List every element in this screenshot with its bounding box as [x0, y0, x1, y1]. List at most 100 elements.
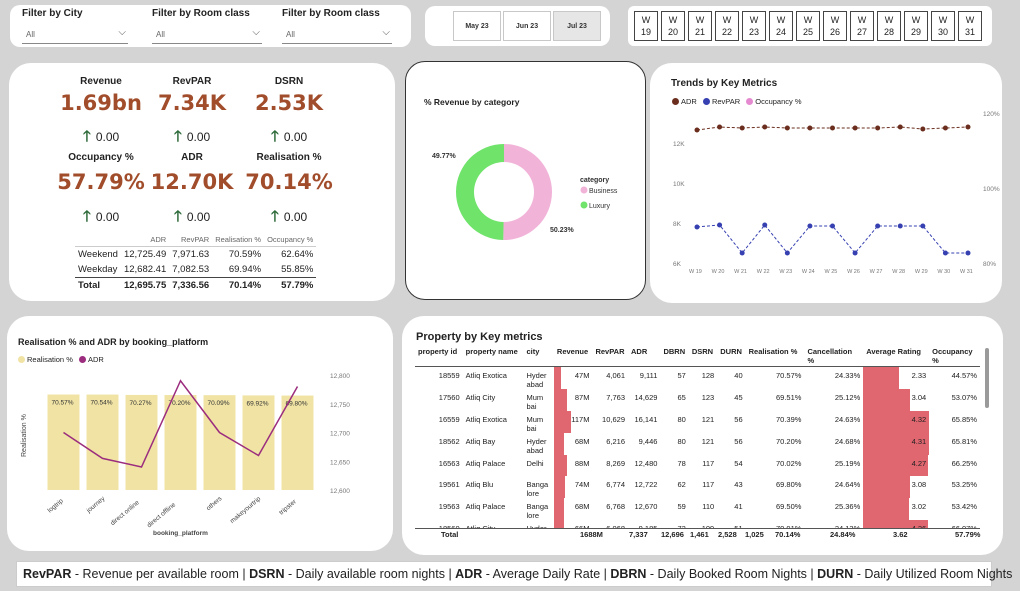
week-button[interactable]: W 30: [931, 11, 955, 41]
series-point[interactable]: [852, 250, 858, 256]
room-class-filter-1[interactable]: Filter by Room class All ⌵: [152, 8, 264, 44]
series-point[interactable]: [897, 223, 903, 229]
series-point[interactable]: [830, 223, 835, 229]
bar-realisation[interactable]: [242, 395, 275, 490]
table-header[interactable]: DBRN: [663, 347, 686, 356]
donut-slice-business[interactable]: [503, 144, 552, 240]
bar-realisation[interactable]: [281, 395, 314, 490]
week-button[interactable]: W 22: [715, 11, 739, 41]
table-row[interactable]: 18559 Atliq Exotica Hyder abad 47M 4,061 9,11…: [415, 366, 980, 389]
city-filter-select[interactable]: All ⌵: [22, 26, 128, 44]
week-button[interactable]: W 29: [904, 11, 928, 41]
table-cell: 57.79%: [264, 277, 317, 293]
table-cell: 47M: [553, 366, 593, 389]
table-header[interactable]: Revenue: [556, 347, 589, 356]
series-point[interactable]: [942, 250, 948, 256]
city-filter[interactable]: Filter by City All ⌵: [22, 8, 130, 44]
month-jun-23[interactable]: Jun 23: [503, 11, 551, 41]
series-point[interactable]: [717, 124, 723, 130]
table-header[interactable]: Realisation %: [748, 347, 798, 356]
week-button[interactable]: W 28: [877, 11, 901, 41]
month-may-23[interactable]: May 23: [453, 11, 501, 41]
table-header[interactable]: DURN: [720, 347, 742, 356]
table-row[interactable]: 17560 Atliq City Mum bai 87M 7,763 14,629 65 12…: [415, 389, 980, 411]
table-row[interactable]: 19561 Atliq Blu Banga lore 74M 6,774 12,722 62…: [415, 476, 980, 498]
table-header[interactable]: ADR: [631, 347, 648, 356]
table-cell: 87M: [553, 389, 593, 411]
table-row[interactable]: 16559 Atliq Exotica Mum bai 117M 10,629 16,14…: [415, 411, 980, 433]
series-point[interactable]: [784, 125, 790, 131]
x-tick-label: direct online: [109, 499, 141, 527]
series-point[interactable]: [717, 222, 723, 228]
kpi-delta-value: 0.00: [186, 130, 211, 144]
series-point[interactable]: [807, 223, 813, 229]
table-cell: Weekend: [78, 249, 118, 260]
rating-value: 2.33: [911, 371, 927, 380]
series-point[interactable]: [762, 222, 768, 228]
week-button[interactable]: W 26: [823, 11, 847, 41]
table-row[interactable]: 19563 Atliq Palace Banga lore 68M 6,768 12,67…: [415, 498, 980, 520]
table-row[interactable]: 16563 Atliq Palace Delhi 88M 8,269 12,480 78 11…: [415, 455, 980, 476]
week-button[interactable]: W 19: [634, 11, 658, 41]
legend-dot: [580, 201, 588, 209]
series-point[interactable]: [875, 125, 881, 131]
series-point[interactable]: [739, 250, 745, 256]
table-cell: Atliq Palace: [465, 502, 506, 511]
x-tick-label: W 30: [937, 269, 950, 275]
series-point[interactable]: [920, 126, 926, 132]
week-button[interactable]: W 24: [769, 11, 793, 41]
week-button[interactable]: W 25: [796, 11, 820, 41]
table-header[interactable]: RevPAR: [595, 347, 625, 356]
donut-slice-luxury[interactable]: [456, 144, 504, 240]
table-header[interactable]: DSRN: [691, 347, 714, 356]
series-point[interactable]: [694, 224, 700, 230]
week-button[interactable]: W 20: [661, 11, 685, 41]
table-header[interactable]: Cancellation %: [807, 347, 853, 365]
room-class-filter-2[interactable]: Filter by Room class All ⌵: [282, 8, 394, 44]
table-cell: 7,971.63: [172, 249, 210, 260]
series-point[interactable]: [739, 125, 745, 131]
series-point[interactable]: [920, 223, 926, 229]
week-button[interactable]: W 31: [958, 11, 982, 41]
series-point[interactable]: [852, 125, 858, 131]
bar-realisation[interactable]: [203, 395, 236, 490]
property-table-scroll[interactable]: property id property name city Revenue RevPA…: [415, 346, 980, 540]
table-cell: 12,695.75: [120, 277, 170, 293]
property-table-title: Property by Key metrics: [416, 331, 543, 343]
table-header[interactable]: Occupancy %: [932, 347, 973, 365]
table-header[interactable]: city: [526, 347, 540, 356]
table-header[interactable]: Average Rating: [866, 347, 921, 356]
donut-legend-item: Business: [589, 188, 618, 195]
series-point[interactable]: [762, 124, 768, 130]
week-button[interactable]: W 27: [850, 11, 874, 41]
table-row[interactable]: 18562 Atliq Bay Hyder abad 68M 6,216 9,446 80 1…: [415, 433, 980, 455]
table-row: Weekday 12,682.41 7,082.53 69.94% 55.85%: [75, 262, 316, 278]
table-cell: 117M: [553, 411, 593, 433]
series-point[interactable]: [694, 127, 700, 133]
series-point[interactable]: [897, 124, 903, 130]
table-cell: 121: [701, 437, 715, 446]
week-button[interactable]: W 23: [742, 11, 766, 41]
week-button[interactable]: W 21: [688, 11, 712, 41]
bar-realisation[interactable]: [47, 394, 80, 490]
series-point[interactable]: [784, 250, 790, 256]
bar-data-label: 69.80%: [286, 401, 308, 408]
table-cell: 3.04: [863, 389, 929, 411]
series-point[interactable]: [807, 125, 813, 131]
series-point[interactable]: [965, 250, 971, 256]
total-cell: 70.14%: [775, 530, 801, 539]
series-point[interactable]: [965, 124, 971, 130]
table-header[interactable]: property id: [418, 347, 458, 356]
room-class-filter-1-select[interactable]: All ⌵: [152, 26, 262, 44]
bar-realisation[interactable]: [164, 395, 197, 490]
series-point[interactable]: [830, 125, 835, 131]
series-point[interactable]: [942, 125, 948, 131]
table-scrollbar[interactable]: [985, 348, 989, 408]
month-jul-23[interactable]: Jul 23: [553, 11, 601, 41]
table-cell: 4,061: [592, 366, 628, 389]
table-header[interactable]: property name: [465, 347, 518, 356]
room-class-filter-2-select[interactable]: All ⌵: [282, 26, 392, 44]
bar-realisation[interactable]: [86, 394, 119, 490]
x-tick-label: W 22: [757, 269, 770, 275]
series-point[interactable]: [875, 223, 881, 229]
